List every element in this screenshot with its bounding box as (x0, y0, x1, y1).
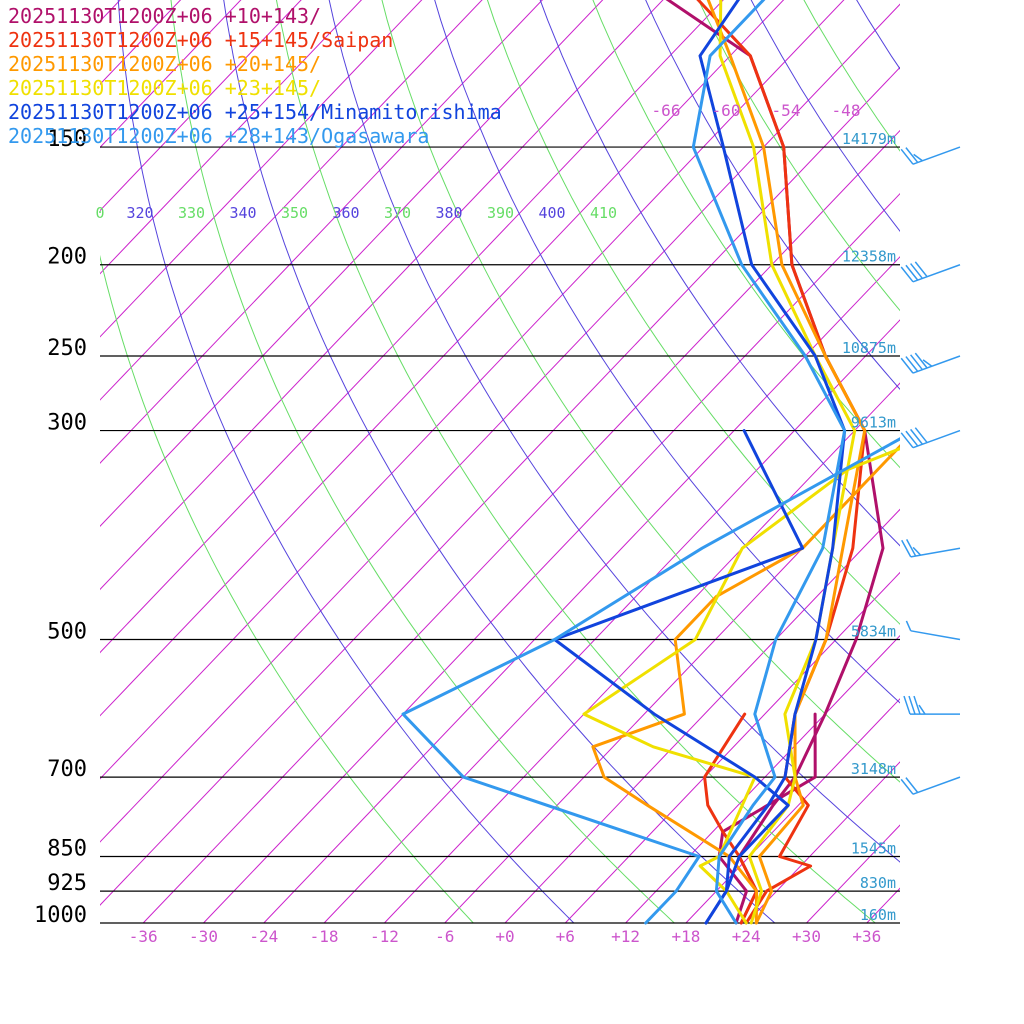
wind-barb (903, 695, 960, 715)
isotherm-line (504, 508, 900, 924)
pressure-label: 200 (47, 245, 87, 270)
series-6-dewpoint-line (401, 437, 900, 925)
title-line: 20251130T1200Z+06 +10+143/ (8, 4, 321, 28)
top-temp-label: -48 (832, 101, 861, 120)
sounding-series (401, 0, 900, 925)
wind-barb (901, 539, 961, 558)
theta-label: 400 (538, 204, 565, 222)
series-1-dewpoint-line (717, 712, 817, 925)
theta-line (100, 254, 474, 924)
x-tick-label: +30 (792, 927, 821, 946)
pressure-label: 1000 (34, 903, 87, 928)
title-line: 20251130T1200Z+06 +23+145/ (8, 76, 321, 100)
theta-line (275, 0, 876, 924)
theta-line (539, 0, 900, 547)
height-label: 1545m (851, 840, 896, 858)
x-tick-label: +18 (671, 927, 700, 946)
theta-line (645, 0, 900, 391)
isotherm-line (444, 445, 900, 924)
series-6-temperature-line (691, 0, 847, 925)
x-tick-label: +24 (732, 927, 761, 946)
x-tick-label: +36 (852, 927, 881, 946)
wind-barb (905, 620, 961, 641)
theta-label: 410 (590, 204, 617, 222)
height-label: 10875m (842, 339, 896, 357)
theta-label: 360 (332, 204, 359, 222)
title-line: 20251130T1200Z+06 +15+145/Saipan (8, 28, 393, 52)
top-temp-label: -60 (712, 101, 741, 120)
x-tick-label: +6 (556, 927, 575, 946)
axis-labels: 10016586m15014179m20012358m25010875m3009… (34, 101, 896, 946)
title-line: 20251130T1200Z+06 +28+143/Ogasawara (8, 124, 429, 148)
theta-label: 320 (126, 204, 153, 222)
height-label: 12358m (842, 248, 896, 266)
theta-line (328, 0, 900, 863)
pressure-label: 250 (47, 336, 87, 361)
theta-label: 390 (487, 204, 514, 222)
wind-barb (900, 776, 961, 795)
pressure-label: 850 (47, 837, 87, 862)
isotherm-line (323, 319, 900, 924)
theta-label: 380 (435, 204, 462, 222)
wind-barbs (900, 146, 961, 795)
theta-line (434, 0, 900, 704)
x-tick-label: -24 (249, 927, 278, 946)
theta-label: 370 (384, 204, 411, 222)
isotherm-line (685, 698, 900, 924)
series-3-dewpoint-line (591, 444, 900, 925)
wind-barb (900, 352, 961, 374)
isotherm-line (564, 571, 900, 924)
x-tick-label: -6 (435, 927, 454, 946)
title-line: 20251130T1200Z+06 +20+145/ (8, 52, 321, 76)
theta-label: 340 (229, 204, 256, 222)
isotherm-line (384, 382, 900, 924)
wind-barb (900, 146, 961, 165)
isotherm-line (987, 0, 1024, 923)
x-tick-label: +0 (495, 927, 514, 946)
height-label: 160m (860, 906, 896, 924)
theta-lines (100, 0, 900, 924)
height-label: 14179m (842, 130, 896, 148)
theta-label: 0 (95, 204, 104, 222)
x-tick-label: -30 (189, 927, 218, 946)
series-5-dewpoint-line (553, 429, 805, 925)
theta-line (381, 0, 900, 783)
x-tick-label: -18 (310, 927, 339, 946)
top-temp-label: -54 (772, 101, 801, 120)
theta-line (117, 0, 575, 924)
theta-line (223, 0, 776, 924)
series-3-temperature-line (706, 0, 867, 925)
height-label: 3148m (851, 760, 896, 778)
height-label: 830m (860, 874, 896, 892)
chart-title-block: 20251130T1200Z+06 +10+143/20251130T1200Z… (8, 4, 502, 148)
series-4-dewpoint-line (582, 447, 900, 925)
theta-line (592, 0, 900, 469)
top-temp-label: -66 (652, 101, 681, 120)
height-label: 5834m (851, 623, 896, 641)
isotherm-line (625, 634, 900, 924)
wind-barb (900, 427, 961, 449)
x-tick-label: -12 (370, 927, 399, 946)
pressure-label: 500 (47, 620, 87, 645)
theta-line (170, 0, 675, 924)
pressure-label: 700 (47, 757, 87, 782)
height-label: 9613m (851, 414, 896, 432)
x-tick-label: -36 (129, 927, 158, 946)
wind-barb (900, 261, 961, 283)
theta-line (486, 0, 900, 625)
pressure-label: 925 (47, 871, 87, 896)
theta-label: 350 (281, 204, 308, 222)
title-line: 20251130T1200Z+06 +25+154/Minamitorishim… (8, 100, 502, 124)
pressure-label: 150 (47, 127, 87, 152)
theta-label: 330 (178, 204, 205, 222)
x-tick-label: +12 (611, 927, 640, 946)
series-5-temperature-line (698, 0, 847, 925)
theta-line (697, 0, 900, 312)
pressure-label: 300 (47, 411, 87, 436)
